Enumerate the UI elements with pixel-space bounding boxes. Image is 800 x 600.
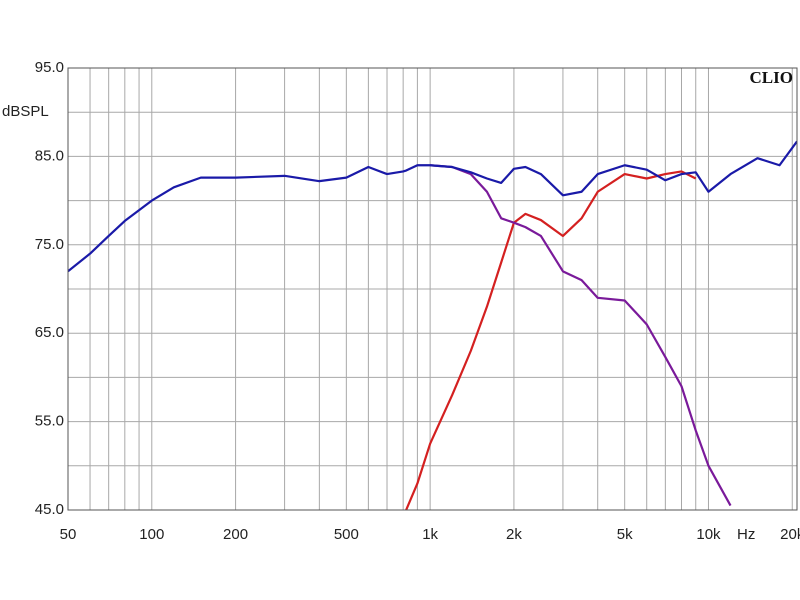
- x-tick-label: 50: [60, 526, 77, 543]
- plot-frame: [67, 67, 798, 511]
- x-tick-label: 20k: [780, 526, 800, 543]
- watermark: CLIO: [750, 68, 793, 87]
- series-line: [405, 170, 697, 510]
- y-tick-label: 65.0: [35, 324, 64, 341]
- y-tick-label: 75.0: [35, 236, 64, 253]
- x-tick-label: 100: [139, 526, 164, 543]
- x-tick-label: 10k: [696, 526, 721, 543]
- y-tick-label: 55.0: [35, 413, 64, 430]
- plot-lines: [68, 140, 797, 510]
- x-tick-label: 2k: [506, 526, 522, 543]
- y-tick-label: 85.0: [35, 147, 64, 164]
- y-tick-label: 45.0: [35, 501, 64, 518]
- x-tick-label: 1k: [422, 526, 438, 543]
- x-tick-label: 200: [223, 526, 248, 543]
- series-line: [430, 164, 732, 507]
- y-tick-label: 95.0: [35, 59, 64, 76]
- y-axis-label: dBSPL: [2, 103, 49, 120]
- series-line: [68, 140, 797, 273]
- x-tick-label: 500: [334, 526, 359, 543]
- x-axis-label: Hz: [737, 526, 755, 543]
- x-tick-label: 5k: [617, 526, 633, 543]
